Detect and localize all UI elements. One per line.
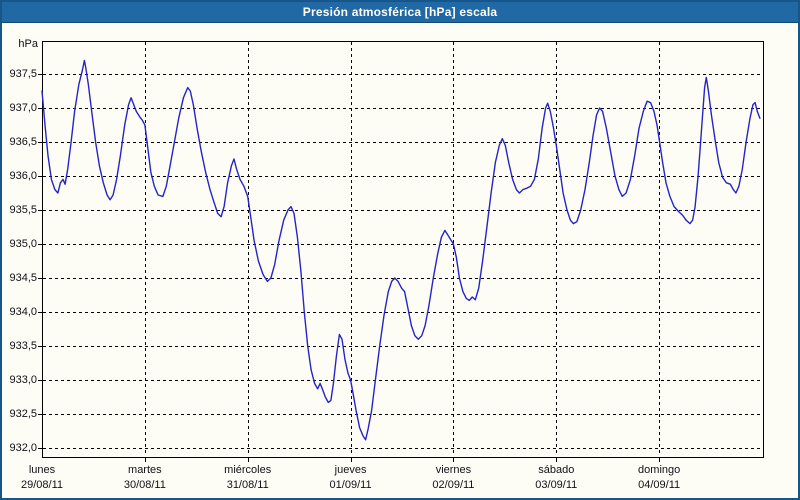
x-date-label: 31/08/11 xyxy=(226,479,269,491)
x-day-label: sábado xyxy=(538,464,575,476)
plot-border xyxy=(42,41,764,458)
y-tick-label: 934,5 xyxy=(9,272,37,284)
x-day-label: viernes xyxy=(435,464,472,476)
y-tick-label: 935,0 xyxy=(9,238,37,250)
pressure-line-series xyxy=(41,59,761,441)
y-tick-label: 932,0 xyxy=(9,442,37,454)
y-tick-label: 934,0 xyxy=(9,306,37,318)
x-date-label: 02/09/11 xyxy=(432,479,475,491)
y-tick-label: 935,5 xyxy=(9,204,37,216)
x-date-label: 04/09/11 xyxy=(638,479,681,491)
y-axis-unit-label: hPa xyxy=(18,38,38,50)
x-date-label: 03/09/11 xyxy=(535,479,578,491)
x-date-label: 29/08/11 xyxy=(20,479,64,491)
chart-title-bar: Presión atmosférica [hPa] escala xyxy=(2,2,798,23)
y-tick-label: 933,5 xyxy=(9,340,37,352)
x-day-label: domingo xyxy=(638,464,681,476)
x-day-label: martes xyxy=(128,464,162,476)
y-tick-label: 937,5 xyxy=(9,68,37,80)
y-tick-label: 937,0 xyxy=(9,102,37,114)
y-tick-label: 932,5 xyxy=(9,408,37,420)
x-date-label: 01/09/11 xyxy=(329,479,372,491)
x-day-label: jueves xyxy=(334,464,367,476)
x-day-label: miércoles xyxy=(224,464,272,476)
x-day-label: lunes xyxy=(28,464,56,476)
chart-title: Presión atmosférica [hPa] escala xyxy=(302,5,498,19)
y-tick-label: 933,0 xyxy=(9,374,37,386)
y-tick-label: 936,0 xyxy=(9,170,37,182)
x-date-label: 30/08/11 xyxy=(123,479,166,491)
y-tick-label: 936,5 xyxy=(9,136,37,148)
